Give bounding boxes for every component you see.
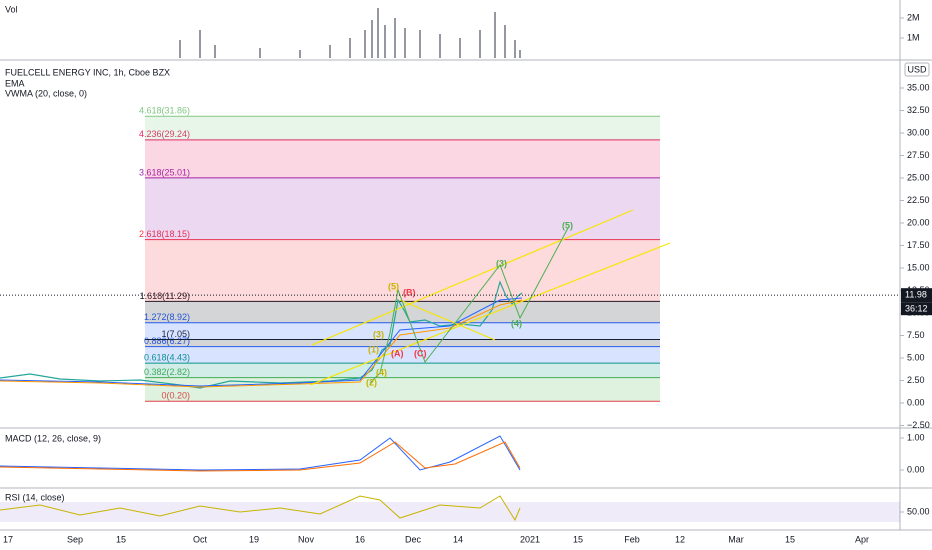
fib-label: 0.618(4.43) (144, 353, 190, 363)
currency-button[interactable] (904, 62, 930, 77)
signal-line (0, 441, 521, 472)
axis-tick-label: 2.50 (907, 375, 925, 385)
currency-label[interactable]: USD (907, 64, 927, 74)
wave-label: (3) (496, 258, 507, 268)
axis-tick-label: 1.00 (907, 432, 925, 442)
time-axis-label: 14 (453, 534, 463, 544)
fib-extension: 0(0.20) 0.382(2.82) 0.618(4.43) 0.886(6.27)… (139, 106, 660, 402)
time-axis-label: 17 (3, 534, 13, 544)
axis-tick-label: 35.00 (907, 82, 930, 92)
fib-label: 4.236(29.24) (139, 129, 190, 139)
axis-tick-label: 20.00 (907, 217, 930, 227)
symbol-title: FUELCELL ENERGY INC, 1h, Cboe BZX (5, 67, 170, 77)
fib-band (145, 339, 660, 347)
axis-tick-label: 2M (907, 12, 920, 22)
wave-label: (3) (373, 329, 384, 339)
time-axis-label: Sep (67, 534, 83, 544)
countdown-tag (901, 302, 932, 316)
wave-label: (5) (388, 281, 399, 291)
last-price-label: 11.98 (905, 290, 927, 300)
time-axis-label: Feb (624, 534, 640, 544)
time-axis-label: Mar (728, 534, 744, 544)
axis-tick-label: 30.00 (907, 127, 930, 137)
pane-label: MACD (12, 26, close, 9) (5, 433, 101, 443)
trend-channel (309, 209, 671, 386)
vwma-line (0, 299, 523, 388)
fib-label: 0.382(2.82) (144, 367, 190, 377)
last-price-tag (901, 288, 932, 303)
fib-band (145, 139, 660, 178)
fib-band (145, 116, 660, 140)
wave-label: (5) (562, 220, 573, 230)
time-axis-label: 16 (355, 534, 365, 544)
axis-tick-label: 0.00 (907, 397, 925, 407)
time-axis-label: 15 (116, 534, 126, 544)
time-axis-label: Nov (298, 534, 315, 544)
fib-label: 3.618(25.01) (139, 167, 190, 177)
rsi-line (0, 495, 521, 522)
indicator-label: EMA (5, 78, 25, 88)
wave-label: (A) (391, 348, 404, 358)
fib-band (145, 177, 660, 240)
fib-label: 2.618(18.15) (139, 229, 190, 239)
axis-tick-label: 17.50 (907, 240, 930, 250)
axis-tick-label: 27.50 (907, 150, 930, 160)
fib-band (145, 239, 660, 302)
axis-tick-label: 25.00 (907, 172, 930, 182)
axis-tick-label: 50.00 (907, 506, 930, 516)
time-axis-label: Apr (855, 534, 869, 544)
time-axis-label: 2021 (520, 534, 540, 544)
wave-label: (B) (403, 287, 416, 297)
wave-label: (C) (414, 348, 427, 358)
rsi-band (0, 502, 900, 522)
price-series (0, 280, 523, 389)
axis-tick-label: −2.50 (907, 420, 930, 430)
volume-bars (179, 8, 521, 58)
fib-label: 4.618(31.86) (139, 106, 190, 116)
axis-tick-label: 22.50 (907, 195, 930, 205)
time-axis-label: Dec (405, 534, 422, 544)
axis-tick-label: 32.50 (907, 105, 930, 115)
fib-band (145, 301, 660, 323)
fib-label: 0.886(6.27) (144, 336, 190, 346)
fib-band (145, 377, 660, 402)
wave-label: (2) (366, 377, 377, 387)
time-axis-label: 15 (785, 534, 795, 544)
time-axis-label: 15 (573, 534, 583, 544)
axis-tick-label: 1M (907, 32, 920, 42)
indicator-label: VWMA (20, close, 0) (5, 88, 87, 98)
wave-label: (1) (368, 344, 379, 354)
time-axis-label: 19 (249, 534, 259, 544)
axis-tick-label: 15.00 (907, 262, 930, 272)
macd-line (0, 435, 521, 471)
fib-band (145, 363, 660, 378)
axis-tick-label: 7.50 (907, 330, 925, 340)
fib-band (145, 322, 660, 340)
fib-label: 1.618(11.29) (140, 291, 190, 301)
ema-line (0, 297, 523, 387)
wave-label: (4) (376, 367, 387, 377)
time-axis-label: 12 (675, 534, 685, 544)
pane-label: RSI (14, close) (5, 492, 65, 502)
fib-label: 1(7.05) (161, 329, 190, 339)
pane-label: Vol (5, 4, 18, 14)
axis-tick-label: 5.00 (907, 352, 925, 362)
fib-label: 1.272(8.92) (144, 312, 190, 322)
fib-label: 0(0.20) (161, 391, 190, 401)
wave-label: (4) (511, 318, 522, 328)
fib-band (145, 346, 660, 364)
countdown-label: 36:12 (905, 304, 928, 314)
axis-tick-label: 0.00 (907, 464, 925, 474)
time-axis-label: Oct (193, 534, 208, 544)
wave-path (369, 227, 569, 384)
